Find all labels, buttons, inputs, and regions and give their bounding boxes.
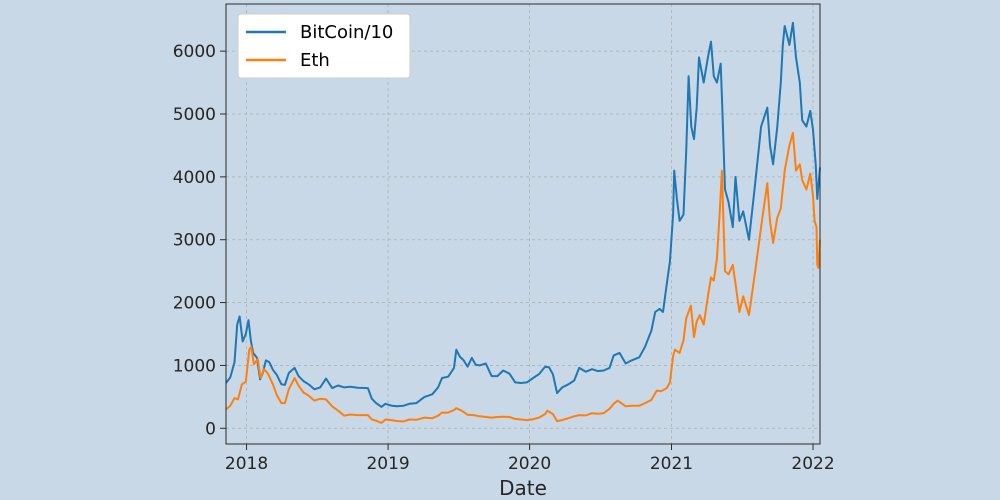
legend-box <box>237 13 411 79</box>
legend-label: BitCoin/10 <box>300 22 393 43</box>
y-tick-label: 5000 <box>173 105 216 125</box>
y-tick-label: 3000 <box>173 231 216 251</box>
x-tick-label: 2021 <box>650 454 693 474</box>
y-tick-label: 1000 <box>173 356 216 376</box>
y-tick-label: 2000 <box>173 294 216 314</box>
x-tick-label: 2018 <box>225 454 268 474</box>
axis-ticks: 0 1000 2000 3000 4000 5000 6000 2018 2019 2020 202… <box>173 42 835 474</box>
x-tick-label: 2019 <box>366 454 409 474</box>
legend-label: Eth <box>300 50 330 71</box>
x-axis-label: Date <box>499 476 547 500</box>
y-tick-label: 0 <box>205 419 216 439</box>
plot-frame <box>225 3 821 445</box>
y-tick-label: 4000 <box>173 168 216 188</box>
series-lines <box>225 21 821 424</box>
y-tick-label: 6000 <box>173 42 216 62</box>
series-line-eth <box>225 131 821 424</box>
x-tick-label: 2020 <box>508 454 551 474</box>
series-line-bitcoin-10 <box>225 21 821 408</box>
x-tick-label: 2022 <box>791 454 834 474</box>
legend: BitCoin/10 Eth <box>237 13 411 79</box>
